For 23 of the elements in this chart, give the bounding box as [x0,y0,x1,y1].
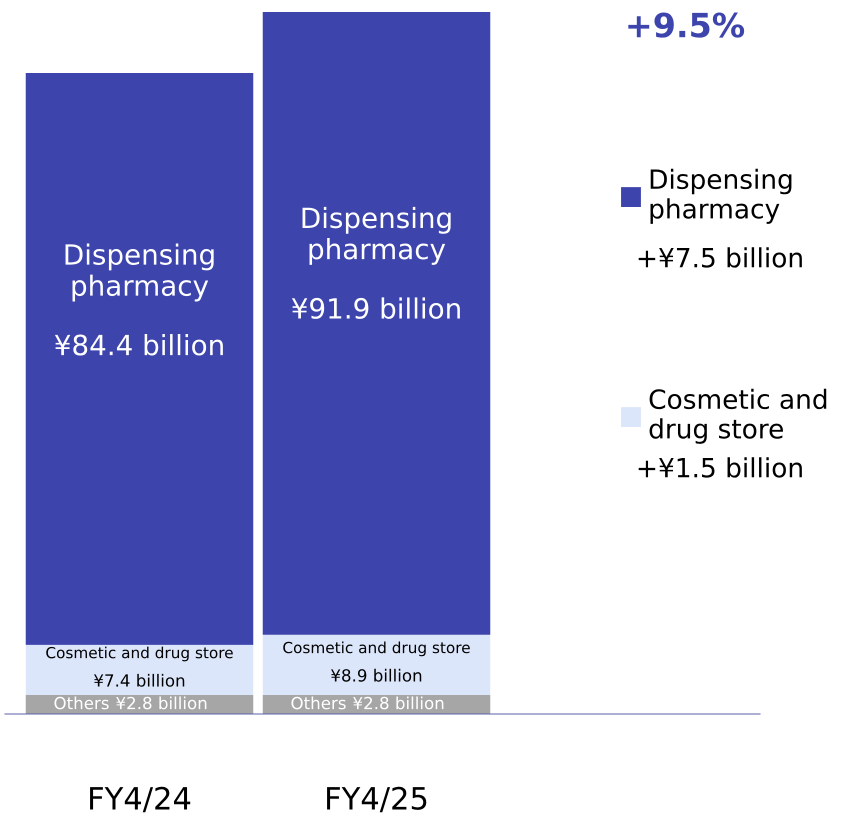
bar [262,634,490,696]
legend-label: Cosmetic and drug store [650,388,826,444]
data-label: ¥7.4 billion [94,674,184,687]
data-label: ¥2.8 billion [116,696,206,710]
text: +¥1.5 billion [638,457,802,478]
x-tick-label: FY4/24 [90,786,190,812]
data-label: ¥91.9 billion [292,297,460,319]
text: Dispensing pharmacy [66,243,214,302]
data-label: ¥84.4 billion [54,334,223,356]
text: Dispensing pharmacy [302,206,451,265]
x-tick-label: FY4/25 [327,786,426,812]
bar [26,72,254,645]
text: Cosmetic and drug store [283,641,470,656]
data-label: ¥2.8 billion [353,696,444,710]
data-label: ¥8.9 billion [331,668,422,682]
bar [262,12,490,635]
legend-label: Dispensing pharmacy [650,168,792,224]
text: Cosmetic and drug store [46,646,233,662]
text: Others [291,696,346,710]
bar [26,644,254,696]
text: +9.5% [628,12,744,38]
series-label: Others [54,696,109,710]
text: +¥7.5 billion [638,247,802,268]
